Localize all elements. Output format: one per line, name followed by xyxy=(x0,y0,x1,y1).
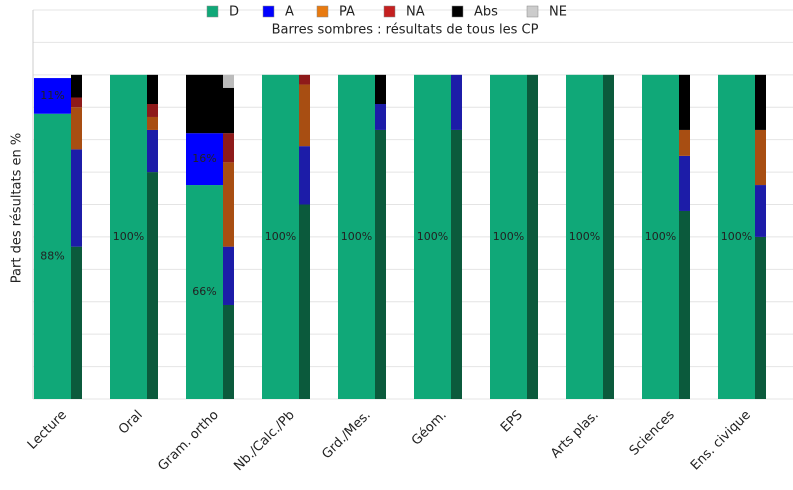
all-cp-bar-segment xyxy=(147,104,158,117)
all-cp-bar-segment xyxy=(299,74,310,85)
data-label: 100% xyxy=(721,230,752,243)
legend-swatch xyxy=(206,5,219,18)
all-cp-bar-segment xyxy=(679,129,690,156)
bar-segment xyxy=(262,74,299,399)
all-cp-bar-segment xyxy=(223,87,234,134)
all-cp-bar-segment xyxy=(71,246,82,399)
bar-segment xyxy=(34,78,71,114)
legend-label: D xyxy=(229,5,239,20)
all-cp-bar-segment xyxy=(223,162,234,247)
all-cp-bar-segment xyxy=(223,304,234,399)
data-label: 66% xyxy=(192,285,216,298)
data-label: 100% xyxy=(417,230,448,243)
all-cp-bar-segment xyxy=(71,74,82,98)
all-cp-bar-segment xyxy=(223,246,234,305)
data-label: 16% xyxy=(192,152,216,165)
data-label: 88% xyxy=(40,249,64,262)
legend-swatch xyxy=(451,5,464,18)
all-cp-bar-segment xyxy=(147,129,158,173)
legend-label: PA xyxy=(339,5,355,20)
all-cp-bar-segment xyxy=(147,116,158,130)
data-label: 11% xyxy=(40,89,64,102)
all-cp-bar-segment xyxy=(71,97,82,108)
legend-swatch xyxy=(316,5,329,18)
subtitle: Barres sombres : résultats de tous les C… xyxy=(272,23,539,38)
bar-segment xyxy=(414,74,451,399)
x-tick-label: Sciences xyxy=(627,408,678,459)
all-cp-bar-segment xyxy=(299,204,310,399)
bar-segment xyxy=(566,74,603,399)
legend-label: Abs xyxy=(474,5,498,20)
data-label: 100% xyxy=(265,230,296,243)
legend-swatch xyxy=(383,5,396,18)
data-label: 100% xyxy=(569,230,600,243)
legend-label: NE xyxy=(549,5,567,20)
x-tick-label: Ens. civique xyxy=(688,408,754,474)
all-cp-bar-segment xyxy=(375,104,386,130)
data-label: 100% xyxy=(493,230,524,243)
legend-label: NA xyxy=(406,5,425,20)
all-cp-bar-segment xyxy=(679,74,690,130)
x-tick-label: Arts plas. xyxy=(548,408,602,462)
bar-segment xyxy=(718,74,755,399)
bar-segment xyxy=(186,185,223,399)
all-cp-bar-segment xyxy=(71,149,82,247)
x-tick-label: Oral xyxy=(116,408,146,438)
bar-segment xyxy=(490,74,527,399)
x-tick-label: Gram. ortho xyxy=(155,408,221,474)
all-cp-bar-segment xyxy=(223,74,234,88)
all-cp-bar-segment xyxy=(755,129,766,186)
all-cp-bar-segment xyxy=(755,185,766,237)
legend-swatch xyxy=(262,5,275,18)
all-cp-bar-segment xyxy=(603,74,614,399)
all-cp-bar-segment xyxy=(451,129,462,400)
x-tick-label: Grd./Mes. xyxy=(319,408,374,463)
x-tick-label: Lecture xyxy=(25,408,70,453)
x-tick-label: EPS xyxy=(498,408,526,436)
x-tick-label: Géom. xyxy=(409,408,450,449)
all-cp-bar-segment xyxy=(375,129,386,400)
all-cp-bar-segment xyxy=(679,210,690,399)
all-cp-bar-segment xyxy=(527,74,538,399)
all-cp-bar-segment xyxy=(299,84,310,147)
all-cp-bar-segment xyxy=(375,74,386,105)
legend-swatch xyxy=(526,5,539,18)
all-cp-bar-segment xyxy=(755,74,766,130)
all-cp-bar-segment xyxy=(223,133,234,163)
all-cp-bar-segment xyxy=(755,236,766,399)
bar-segment xyxy=(186,133,223,186)
data-label: 100% xyxy=(113,230,144,243)
data-label: 100% xyxy=(645,230,676,243)
all-cp-bar-segment xyxy=(679,155,690,211)
x-tick-label: Nb./Calc./Pb xyxy=(231,408,297,474)
all-cp-bar-segment xyxy=(451,74,462,130)
data-label: 100% xyxy=(341,230,372,243)
all-cp-bar-segment xyxy=(299,146,310,205)
bar-segment xyxy=(186,74,223,134)
y-axis-label: Part des résultats en % xyxy=(10,133,25,283)
all-cp-bar-segment xyxy=(147,74,158,105)
bar-segment xyxy=(338,74,375,399)
legend-label: A xyxy=(285,5,294,20)
bar-segment xyxy=(34,113,71,399)
bar-segment xyxy=(642,74,679,399)
all-cp-bar-segment xyxy=(147,172,158,399)
bar-segment xyxy=(110,74,147,399)
all-cp-bar-segment xyxy=(71,107,82,150)
